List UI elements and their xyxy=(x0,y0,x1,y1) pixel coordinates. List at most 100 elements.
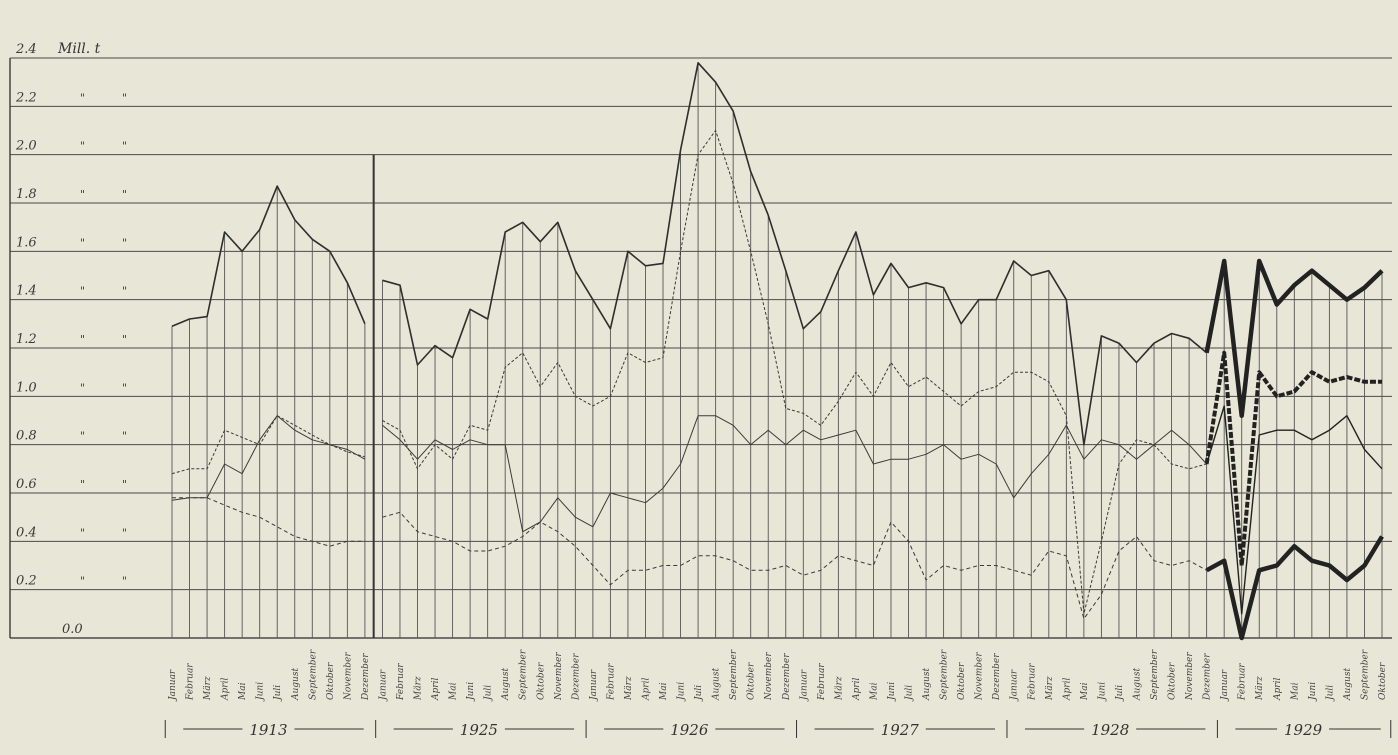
ditto-mark: " xyxy=(122,381,127,394)
month-label: Februar xyxy=(606,663,616,701)
month-label: September xyxy=(1361,649,1371,700)
month-label: April xyxy=(1062,678,1072,701)
ditto-mark: " xyxy=(122,575,127,588)
month-label: April xyxy=(642,678,652,701)
month-label: Dezember xyxy=(992,653,1002,701)
series-line-1-1929 xyxy=(1204,258,1384,418)
ditto-mark: " xyxy=(122,285,127,298)
year-label: 1926 xyxy=(670,721,709,739)
month-label: April xyxy=(852,678,862,701)
month-label: Januar xyxy=(799,669,809,702)
month-label: März xyxy=(414,676,424,701)
month-label: Oktober xyxy=(957,662,967,700)
month-label: Juli xyxy=(1115,685,1125,702)
year-label: 1925 xyxy=(460,721,498,739)
ditto-mark: " xyxy=(80,236,85,249)
y-tick-label: 2.0 xyxy=(15,139,37,154)
month-label: Dezember xyxy=(361,653,371,701)
series-line-1 xyxy=(171,185,366,327)
month-label: Oktober xyxy=(536,662,546,700)
month-label: September xyxy=(940,649,950,700)
ditto-mark: " xyxy=(80,526,85,539)
y-tick-label: 1.8 xyxy=(16,187,37,202)
month-label: März xyxy=(1255,676,1265,701)
month-label: November xyxy=(975,652,985,701)
ditto-mark: " xyxy=(122,430,127,443)
series-lines xyxy=(171,61,1384,641)
month-label: Oktober xyxy=(326,662,336,700)
month-label: August xyxy=(922,668,932,701)
y-tick-label: 0.4 xyxy=(16,525,37,540)
y-tick-label: 1.4 xyxy=(16,284,37,299)
series-line-2-1929 xyxy=(1204,350,1382,568)
ditto-mark: " xyxy=(80,575,85,588)
ditto-mark: " xyxy=(122,140,127,153)
ditto-mark: " xyxy=(80,478,85,491)
series-line-3 xyxy=(171,415,366,501)
month-label: August xyxy=(1343,668,1353,701)
month-label: Januar xyxy=(378,669,388,702)
year-label: 1927 xyxy=(881,721,920,739)
month-label: Mai xyxy=(1080,682,1090,701)
month-label: November xyxy=(343,652,353,701)
ditto-mark: " xyxy=(122,478,127,491)
month-label: Juni xyxy=(1308,682,1318,702)
month-label: April xyxy=(1273,678,1283,701)
month-label: Juni xyxy=(256,682,266,702)
month-label: Mai xyxy=(659,682,669,701)
year-label: 1928 xyxy=(1091,721,1129,739)
series-line-4-1929 xyxy=(1205,535,1384,641)
month-label: März xyxy=(624,676,634,701)
month-label: September xyxy=(729,649,739,700)
month-label: September xyxy=(308,649,318,700)
grid xyxy=(9,57,1392,639)
x-axis-month-labels: Januar Februar März April Mai Juni Juli August S… xyxy=(168,649,1388,702)
month-label: Juni xyxy=(887,682,897,702)
x-axis-year-labels: 1913 1925 1926 1927 1928 1929 xyxy=(164,720,1392,739)
ditto-mark: " xyxy=(122,91,127,104)
month-label: Februar xyxy=(186,663,196,701)
month-label: Juni xyxy=(677,682,687,702)
ditto-mark: " xyxy=(80,285,85,298)
ditto-mark: " xyxy=(80,430,85,443)
year-label: 1913 xyxy=(249,721,287,739)
month-label: August xyxy=(291,668,301,701)
month-label: Oktober xyxy=(747,662,757,700)
ditto-mark: " xyxy=(80,333,85,346)
y-axis-ticks: 0.0 0.2 " " 0.4 " " 0.6 " " 0.8 " " 1.0 " " 1.2 " " 1.4 " " 1.… xyxy=(15,41,127,637)
ditto-mark: " xyxy=(80,91,85,104)
y-tick-label: 2.2 xyxy=(15,90,37,105)
year-label: 1929 xyxy=(1284,721,1323,739)
month-label: April xyxy=(221,678,231,701)
month-label: Mai xyxy=(449,682,459,701)
month-label: August xyxy=(712,668,722,701)
month-label: Januar xyxy=(168,669,178,702)
month-label: März xyxy=(203,676,213,701)
y-axis-unit: Mill. t xyxy=(57,41,101,57)
month-label: Februar xyxy=(817,663,827,701)
ditto-mark: " xyxy=(122,236,127,249)
month-label: Februar xyxy=(396,663,406,701)
month-label: Januar xyxy=(1220,669,1230,702)
ditto-mark: " xyxy=(80,381,85,394)
month-label: Juli xyxy=(1325,685,1335,702)
y-tick-label: 1.0 xyxy=(16,380,37,395)
month-label: September xyxy=(519,649,529,700)
month-label: Juli xyxy=(484,685,494,702)
y-tick-label: 0.6 xyxy=(16,477,37,492)
month-label: März xyxy=(834,676,844,701)
month-label: August xyxy=(501,668,511,701)
month-label: August xyxy=(1133,668,1143,701)
y-tick-label: 0.2 xyxy=(16,574,37,589)
month-label: November xyxy=(764,652,774,701)
ditto-mark: " xyxy=(122,526,127,539)
month-label: April xyxy=(431,678,441,701)
ditto-mark: " xyxy=(80,188,85,201)
month-label: März xyxy=(1045,676,1055,701)
month-label: Januar xyxy=(589,669,599,702)
ditto-mark: " xyxy=(122,333,127,346)
series-line-1 xyxy=(382,61,1208,446)
month-label: Mai xyxy=(869,682,879,701)
